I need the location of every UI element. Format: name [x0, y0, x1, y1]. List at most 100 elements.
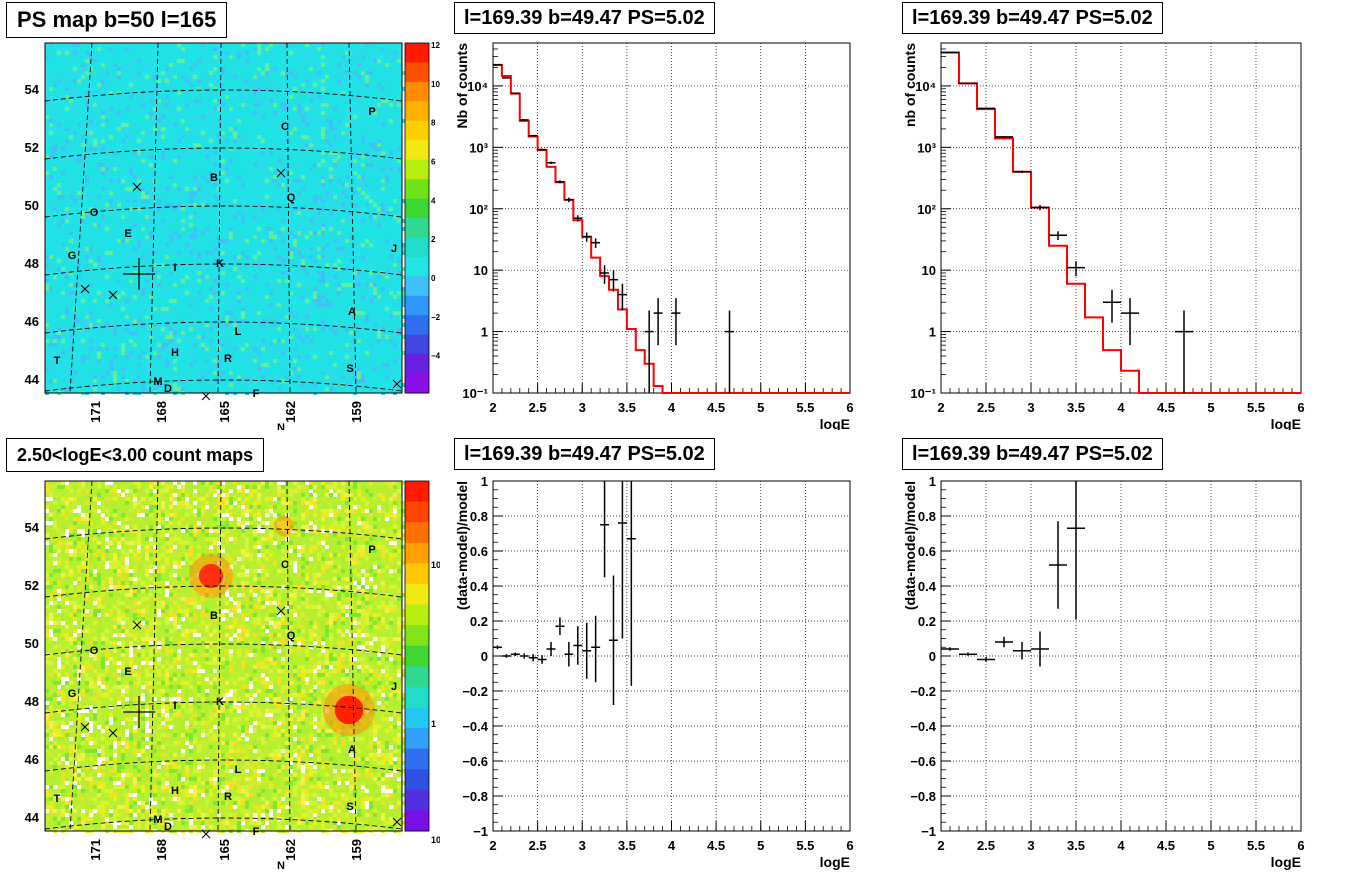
map-pixel: [273, 143, 277, 147]
map-pixel: [269, 123, 273, 127]
map-pixel: [385, 63, 389, 67]
map-pixel: [201, 637, 205, 641]
map-pixel: [269, 59, 273, 63]
map-pixel: [305, 235, 309, 239]
map-pixel: [193, 653, 197, 657]
map-pixel: [113, 355, 117, 359]
map-pixel: [149, 585, 153, 589]
map-pixel: [281, 347, 285, 351]
map-pixel: [305, 717, 309, 721]
map-pixel: [137, 533, 141, 537]
map-pixel: [317, 299, 321, 303]
map-pixel: [293, 585, 297, 589]
map-pixel: [45, 303, 49, 307]
map-pixel: [161, 529, 165, 533]
map-pixel: [53, 167, 57, 171]
map-pixel: [129, 621, 133, 625]
map-pixel: [353, 493, 357, 497]
map-pixel: [201, 709, 205, 713]
map-pixel: [397, 533, 401, 537]
map-pixel: [253, 721, 257, 725]
map-pixel: [273, 561, 277, 565]
map-pixel: [57, 621, 61, 625]
map-pixel: [61, 649, 65, 653]
map-pixel: [49, 175, 53, 179]
map-pixel: [329, 645, 333, 649]
map-pixel: [389, 55, 393, 59]
map-pixel: [337, 155, 341, 159]
map-pixel: [141, 307, 145, 311]
map-pixel: [213, 275, 217, 279]
map-pixel: [309, 669, 313, 673]
map-pixel: [341, 131, 345, 135]
map-pixel: [65, 291, 69, 295]
map-pixel: [313, 689, 317, 693]
map-pixel: [157, 705, 161, 709]
map-pixel: [137, 481, 141, 485]
map-pixel: [389, 585, 393, 589]
map-pixel: [153, 489, 157, 493]
map-pixel: [277, 67, 281, 71]
map-pixel: [149, 509, 153, 513]
map-pixel: [289, 231, 293, 235]
map-pixel: [381, 87, 385, 91]
map-pixel: [385, 633, 389, 637]
map-pixel: [101, 693, 105, 697]
map-pixel: [217, 489, 221, 493]
map-pixel: [89, 383, 93, 387]
map-pixel: [97, 533, 101, 537]
map-pixel: [241, 605, 245, 609]
map-pixel: [133, 481, 137, 485]
map-pixel: [385, 43, 389, 47]
map-pixel: [141, 625, 145, 629]
map-pixel: [189, 215, 193, 219]
map-pixel: [325, 561, 329, 565]
map-pixel: [177, 537, 181, 541]
map-pixel: [269, 533, 273, 537]
map-pixel: [189, 597, 193, 601]
map-pixel: [45, 561, 49, 565]
map-pixel: [89, 119, 93, 123]
map-pixel: [161, 733, 165, 737]
map-pixel: [117, 493, 121, 497]
map-pixel: [57, 497, 61, 501]
map-pixel: [289, 359, 293, 363]
map-pixel: [193, 669, 197, 673]
map-pixel: [89, 67, 93, 71]
map-pixel: [397, 529, 401, 533]
map-pixel: [73, 111, 77, 115]
map-pixel: [365, 43, 369, 47]
map-pixel: [265, 677, 269, 681]
map-pixel: [153, 351, 157, 355]
map-pixel: [61, 609, 65, 613]
map-pixel: [365, 501, 369, 505]
map-pixel: [185, 187, 189, 191]
map-pixel: [333, 239, 337, 243]
map-pixel: [73, 705, 77, 709]
map-pixel: [137, 529, 141, 533]
map-pixel: [49, 255, 53, 259]
map-pixel: [69, 681, 73, 685]
map-pixel: [325, 335, 329, 339]
map-pixel: [245, 569, 249, 573]
map-pixel: [73, 633, 77, 637]
map-pixel: [85, 677, 89, 681]
map-pixel: [189, 239, 193, 243]
map-pixel: [153, 481, 157, 485]
map-pixel: [345, 283, 349, 287]
map-pixel: [397, 689, 401, 693]
map-pixel: [325, 689, 329, 693]
map-pixel: [389, 621, 393, 625]
map-pixel: [45, 661, 49, 665]
map-pixel: [321, 597, 325, 601]
map-pixel: [257, 721, 261, 725]
map-pixel: [381, 681, 385, 685]
map-pixel: [145, 681, 149, 685]
map-pixel: [329, 733, 333, 737]
map-pixel: [237, 629, 241, 633]
map-pixel: [149, 637, 153, 641]
map-pixel: [77, 263, 81, 267]
map-pixel: [401, 497, 405, 501]
map-pixel: [229, 625, 233, 629]
map-pixel: [277, 513, 281, 517]
